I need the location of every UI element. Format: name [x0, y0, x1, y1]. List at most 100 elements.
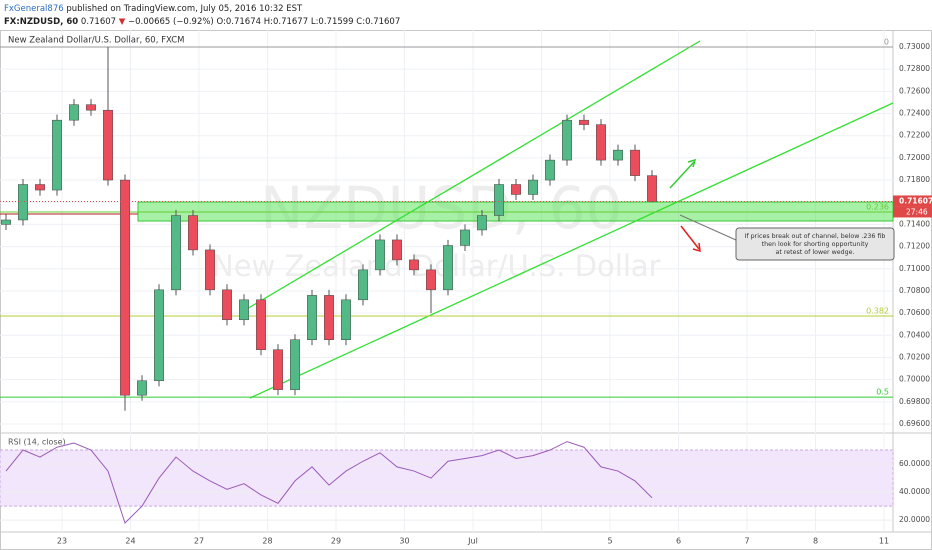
candle-body: [511, 184, 521, 195]
down-arrow[interactable]: [680, 225, 700, 250]
up-arrow-head: [687, 158, 697, 168]
rsi-tick-label: 40.0000: [899, 487, 930, 496]
candle-body: [477, 215, 487, 231]
candle-body: [239, 299, 249, 321]
ohlc-low: L:0.71599: [311, 17, 354, 27]
fib-levels: 0 0.236 0.382 0.5: [0, 37, 893, 398]
y-tick-label: 0.70400: [899, 330, 930, 339]
candle-body: [545, 159, 555, 181]
candle-body: [443, 245, 453, 291]
header-line-1: FxGeneral876 published on TradingView.co…: [4, 4, 303, 14]
up-arrow[interactable]: [669, 161, 695, 189]
chart-title: New Zealand Dollar/U.S. Dollar, 60, FXCM: [8, 36, 184, 46]
candle-body: [120, 179, 130, 396]
x-tick-label: 27: [194, 537, 204, 546]
candle-body: [596, 124, 606, 161]
candle-body: [358, 269, 368, 301]
candle-body: [1, 219, 11, 225]
price-tag: [893, 195, 932, 207]
candle-body: [375, 239, 385, 271]
candle-body: [647, 175, 657, 202]
header-line-2: FX:NZDUSD, 60 0.71607 ▼ −0.00665 (−0.92%…: [4, 17, 400, 27]
candle-body: [171, 215, 181, 291]
callout-line: If prices break out of channel, below .2…: [745, 233, 886, 240]
y-tick-label: 0.71400: [899, 219, 930, 228]
callout-box[interactable]: [735, 227, 895, 261]
candle-body: [324, 295, 334, 340]
callout-line: at retest of lower wedge.: [776, 249, 855, 256]
candle-body: [341, 299, 351, 340]
candle-body: [52, 119, 62, 191]
x-tick-label: 24: [125, 537, 135, 546]
watermark-name: New Zealand Dollar/U.S. Dollar: [212, 249, 661, 283]
candle-body: [426, 269, 436, 291]
callout-line: then look for shorting opportunity: [762, 241, 869, 248]
x-tick-label: 28: [262, 537, 272, 546]
ohlc-close: C:0.71607: [356, 17, 400, 27]
x-tick-label: 7: [744, 537, 749, 546]
x-tick-label: 30: [399, 537, 409, 546]
x-tick-label: 23: [57, 537, 67, 546]
channel-upper[interactable]: [239, 40, 701, 314]
candle-body: [205, 249, 215, 291]
x-tick-label: 6: [676, 537, 681, 546]
rsi-title: RSI (14, close): [8, 438, 66, 447]
candle-body: [460, 229, 470, 246]
candle-body: [528, 179, 538, 195]
candle-body: [18, 184, 28, 221]
x-tick-label: 8: [813, 537, 818, 546]
y-tick-label: 0.72000: [899, 153, 930, 162]
fib-label: 0.236: [866, 202, 889, 211]
candle-body: [630, 149, 640, 176]
rsi-panel: 60.0000 40.0000 20.0000: [0, 441, 930, 524]
y-tick-label: 0.69800: [899, 397, 930, 406]
y-tick-label: 0.73000: [899, 42, 930, 51]
candle-body: [409, 259, 419, 271]
candle-body: [154, 289, 164, 382]
rsi-tick-label: 20.0000: [899, 515, 930, 524]
y-tick-label: 0.72800: [899, 64, 930, 73]
ohlc-high: H:0.71677: [264, 17, 308, 27]
x-tick-label: 5: [607, 537, 612, 546]
down-marker: ▼: [119, 17, 126, 27]
rsi-line: [5, 441, 653, 524]
ohlc-open: O:0.71674: [216, 17, 261, 27]
x-tick-label: Jul: [467, 537, 478, 546]
y-tick-label: 0.70800: [899, 286, 930, 295]
candle-body: [307, 295, 317, 340]
y-tick-label: 0.72200: [899, 131, 930, 140]
rsi-tick-label: 60.0000: [899, 459, 930, 468]
y-tick-label: 0.70600: [899, 308, 930, 317]
candle-body: [222, 289, 232, 321]
fib-label: 0: [884, 37, 889, 46]
candle-body: [273, 349, 283, 390]
y-tick-label: 0.71200: [899, 242, 930, 251]
callout-pointer: [679, 214, 737, 241]
channel-lower[interactable]: [249, 102, 894, 399]
symbol: FX:NZDUSD, 60: [4, 17, 78, 27]
publisher[interactable]: FxGeneral876: [4, 4, 64, 14]
candle-body: [69, 104, 79, 121]
candle-body: [137, 380, 147, 396]
candle-body: [613, 149, 623, 161]
x-tick-label: 11: [879, 537, 889, 546]
candles: [1, 46, 657, 411]
price-tag-label: 0.71607: [899, 196, 932, 205]
candle-body: [103, 109, 113, 181]
y-tick-label: 0.69600: [899, 419, 930, 428]
candle-body: [35, 184, 45, 191]
last-price: 0.71607: [81, 17, 116, 27]
candle-body: [562, 119, 572, 161]
candle-body: [256, 299, 266, 350]
candle-body: [290, 339, 300, 390]
rsi-band: [0, 449, 894, 507]
y-tick-label: 0.72600: [899, 86, 930, 95]
change: −0.00665 (−0.92%): [128, 17, 214, 27]
published-text: published on TradingView.com, July 05, 2…: [66, 4, 303, 14]
y-tick-label: 0.71800: [899, 175, 930, 184]
fib-label: 0.382: [866, 307, 889, 316]
y-tick-label: 0.72400: [899, 109, 930, 118]
countdown-tag: [893, 206, 932, 218]
y-tick-label: 0.70200: [899, 352, 930, 361]
